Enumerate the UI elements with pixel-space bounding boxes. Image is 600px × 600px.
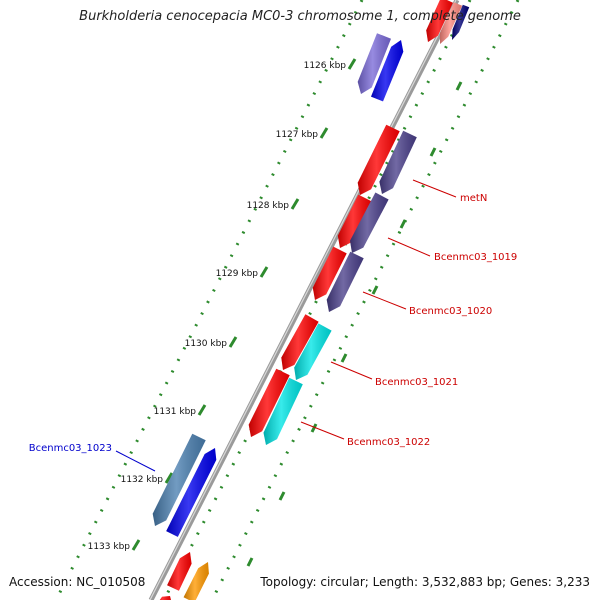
gene-1020-arrow-shading bbox=[326, 251, 364, 312]
gene-orange-arrow-shading bbox=[183, 562, 209, 600]
gene-label-leader bbox=[330, 361, 373, 380]
gene-label-leader bbox=[412, 179, 457, 198]
cds-red-arrow-shading bbox=[357, 124, 400, 195]
gene-label[interactable]: metN bbox=[460, 193, 487, 204]
cds-red-arrow-shading bbox=[248, 368, 290, 437]
gene-label[interactable]: Bcenmc03_1021 bbox=[375, 377, 458, 388]
tick-label: 1127 kbp bbox=[276, 130, 319, 140]
gene-label[interactable]: Bcenmc03_1020 bbox=[409, 306, 492, 317]
gene-1019-arrow-shading bbox=[350, 192, 389, 253]
minor-tick-mark bbox=[371, 285, 379, 295]
cds-red-arrow-shading bbox=[337, 194, 372, 248]
cds-red-arrow-shading bbox=[312, 246, 347, 300]
minor-tick-mark bbox=[246, 557, 254, 567]
gene-metN-arrow-shading bbox=[379, 130, 417, 194]
gene-label-leader bbox=[115, 450, 156, 472]
tick-label: 1128 kbp bbox=[247, 201, 290, 211]
tick-mark bbox=[131, 539, 141, 551]
tick-label: 1130 kbp bbox=[185, 339, 228, 349]
gene-light-purple-arrow-shading bbox=[357, 33, 391, 94]
gene-red-top-arrow-shading bbox=[426, 0, 453, 42]
genes-layer bbox=[152, 0, 470, 600]
tick-label: 1131 kbp bbox=[154, 407, 197, 417]
tick-label: 1132 kbp bbox=[121, 475, 164, 485]
gene-1023-arrow-shading bbox=[152, 433, 206, 526]
gene-blue-lower-arrow-shading bbox=[166, 448, 217, 537]
gene-red-bottom-arrow-shading bbox=[167, 552, 192, 591]
gene-label[interactable]: Bcenmc03_1022 bbox=[347, 437, 430, 448]
ticks-layer: 1126 kbp 1127 kbp 1128 kbp 1129 kbp 1130 kbp… bbox=[88, 58, 463, 567]
tick-mark bbox=[164, 472, 174, 484]
gene-label-leader bbox=[387, 237, 431, 257]
gene-blue-arrow-shading bbox=[371, 40, 404, 102]
tick-mark bbox=[347, 58, 357, 70]
gene-salmon-arrow-shading bbox=[440, 2, 463, 44]
tick-label: 1133 kbp bbox=[88, 542, 131, 552]
tick-mark bbox=[259, 266, 269, 278]
minor-tick-mark bbox=[455, 81, 463, 91]
gene-label[interactable]: Bcenmc03_1023 bbox=[29, 443, 112, 454]
tick-label: 1126 kbp bbox=[304, 61, 347, 71]
minor-tick-mark bbox=[429, 147, 437, 157]
tick-mark bbox=[228, 336, 238, 348]
minor-tick-mark bbox=[310, 423, 318, 433]
gene-label-leader bbox=[362, 291, 407, 310]
gene-label-leader bbox=[300, 421, 345, 440]
minor-tick-mark bbox=[399, 219, 407, 229]
topology-label: Topology: circular; Length: 3,532,883 bp… bbox=[260, 575, 590, 589]
accession-label: Accession: NC_010508 bbox=[9, 575, 146, 589]
tick-mark bbox=[319, 127, 329, 139]
tick-mark bbox=[290, 198, 300, 210]
labels-layer: metN Bcenmc03_1019 Bcenmc03_1020 Bcenmc03_1… bbox=[29, 179, 517, 472]
chromosome-backbone bbox=[148, 0, 460, 600]
gene-1021-arrow-shading bbox=[294, 323, 332, 380]
gene-red-edge-arrow-shading bbox=[159, 596, 171, 600]
gene-label[interactable]: Bcenmc03_1019 bbox=[434, 252, 517, 263]
tick-label: 1129 kbp bbox=[216, 269, 259, 279]
tick-mark bbox=[197, 404, 207, 416]
minor-tick-mark bbox=[278, 491, 286, 501]
chromosome-backbone-highlight bbox=[149, 0, 457, 600]
minor-tick-mark bbox=[340, 353, 348, 363]
cds-red-arrow-shading bbox=[281, 314, 319, 370]
gene-1022-arrow-shading bbox=[263, 377, 303, 445]
gene-navy-arrow-shading bbox=[452, 4, 470, 40]
inner-dotted-track bbox=[162, 0, 472, 600]
map-title: Burkholderia cenocepacia MC0-3 chromosom… bbox=[79, 9, 521, 24]
